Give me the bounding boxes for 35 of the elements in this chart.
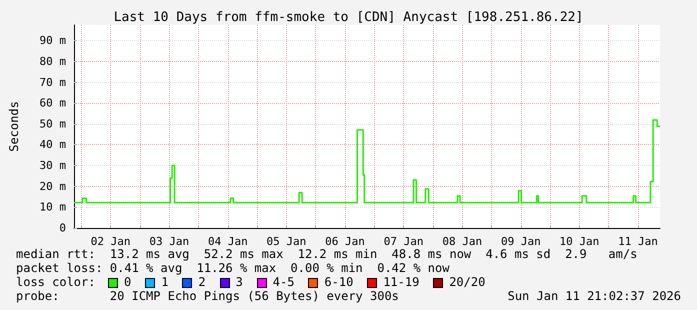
text: 2	[198, 275, 206, 289]
x-tick-label: 03 Jan	[149, 235, 190, 248]
text: median rtt: 13.2 ms avg 52.2 ms max 12.2 ms min 48.8 ms now 4.6 ms sd 2.9 am/s	[16, 247, 638, 261]
y-tick-label: 70 m	[40, 76, 66, 89]
y-tick-label: 20 m	[40, 180, 66, 193]
y-tick-label: 10 m	[40, 200, 66, 214]
text: probe: 20 ICMP Echo Pings (56 Bytes) every 300s	[16, 289, 399, 303]
text: 0	[124, 275, 132, 289]
text: Sun Jan 11 21:02:37 2026	[508, 289, 681, 303]
text: 20/20	[449, 275, 486, 289]
x-tick-label: 07 Jan	[384, 235, 424, 248]
text: 4-5	[272, 275, 294, 289]
x-tick-label: 09 Jan	[500, 235, 541, 248]
y-tick-label: 40 m	[40, 138, 66, 152]
text: 11-19	[383, 275, 420, 289]
x-tick-label: 10 Jan	[560, 235, 600, 248]
chart-title: Last 10 Days from ffm-smoke to [CDN] Anycast [198.251.86.22]	[114, 10, 584, 25]
text: 3	[236, 275, 243, 289]
x-tick-label: 11 Jan	[618, 235, 658, 248]
text: 6-10	[324, 275, 354, 289]
y-tick-label: 0	[59, 222, 66, 234]
text: loss color:	[16, 275, 96, 289]
y-tick-label: 60 m	[40, 96, 66, 110]
y-tick-label: 80 m	[40, 54, 66, 68]
y-tick-label: 90 m	[40, 34, 66, 48]
x-tick-label: 05 Jan	[266, 235, 306, 248]
y-tick-label: 50 m	[40, 117, 66, 130]
x-tick-label: 02 Jan	[90, 235, 130, 248]
y-tick-label: 30 m	[40, 159, 66, 172]
x-tick-label: 06 Jan	[325, 235, 365, 248]
x-tick-label: 08 Jan	[442, 235, 482, 248]
text: packet loss: 0.41 % avg 11.26 % max 0.00 % min 0.42 % now	[16, 261, 450, 275]
x-tick-label: 04 Jan	[208, 235, 248, 248]
y-axis-title: Seconds	[7, 101, 21, 152]
text: 1	[161, 275, 168, 289]
